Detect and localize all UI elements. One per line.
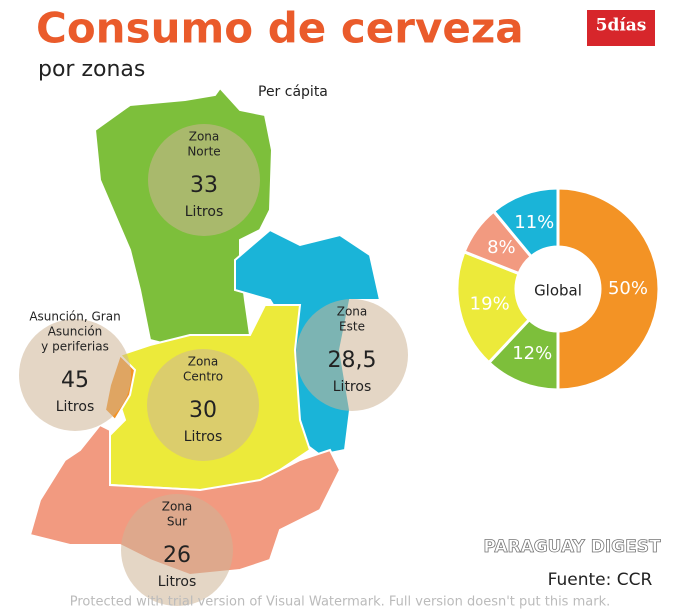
value-label: 19% [470, 293, 510, 314]
zone-value: 33 [190, 173, 218, 198]
zone-name: Sur [167, 515, 187, 529]
zone-unit: Litros [333, 379, 372, 395]
zone-name: y periferias [41, 340, 109, 354]
zone-name: Centro [183, 370, 223, 384]
zone-value: 26 [163, 543, 191, 568]
zone-value: 30 [189, 398, 217, 423]
subtitle: por zonas [38, 57, 145, 82]
donut-segment [455, 249, 532, 365]
zone-name: Este [339, 320, 365, 334]
zone-value: 28,5 [328, 348, 377, 373]
zone-unit: Litros [185, 204, 224, 220]
zone-unit: Litros [56, 399, 95, 415]
zone-name: Zona [162, 500, 193, 514]
zone-circle [19, 319, 131, 431]
zone-circle [148, 124, 260, 236]
zone-unit: Litros [184, 429, 223, 445]
zone-name: Zona [189, 130, 220, 144]
zone-name: Asunción, Gran [29, 310, 120, 324]
zone-circle [121, 494, 233, 606]
trial-notice: Protected with trial version of Visual W… [70, 595, 610, 610]
title: Consumo de cerveza [36, 4, 524, 53]
zone-name: Norte [187, 145, 220, 159]
zone-name: Zona [188, 355, 219, 369]
zone-value: 45 [61, 368, 89, 393]
zone-circle [147, 349, 259, 461]
value-label: 50% [608, 278, 648, 299]
note: Per cápita [258, 84, 328, 100]
value-label: 11% [514, 212, 554, 233]
source: Fuente: CCR [548, 570, 653, 590]
zone-name: Asunción [48, 325, 103, 339]
watermark: PARAGUAY DIGEST [483, 537, 661, 557]
center-label: Global [534, 282, 582, 300]
logo-box [587, 10, 655, 46]
zone-name: Zona [337, 305, 368, 319]
logo: 5días [596, 16, 647, 36]
donut-segment [556, 186, 661, 392]
zone-circle [296, 299, 408, 411]
zone-unit: Litros [158, 574, 197, 590]
value-label: 12% [512, 343, 552, 364]
donut-segment [491, 186, 560, 259]
value-label: 8% [487, 237, 516, 258]
